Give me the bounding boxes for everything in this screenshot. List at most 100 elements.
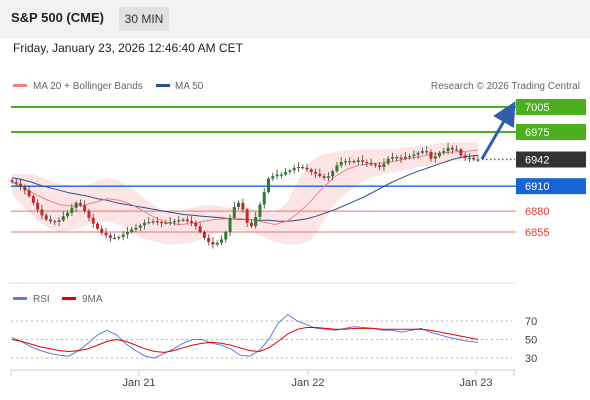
resistance-tag: [516, 99, 586, 115]
candle-body: [459, 149, 463, 156]
candle-body: [57, 220, 61, 222]
candle-body: [113, 237, 117, 240]
x-tick-label: Jan 22: [291, 377, 324, 389]
candle-body: [254, 217, 258, 227]
candle-body: [91, 217, 95, 224]
candle-body: [143, 222, 147, 226]
candle-body: [245, 209, 249, 223]
candle-body: [211, 242, 215, 245]
candle-body: [138, 225, 142, 228]
candle-body: [463, 155, 467, 158]
research-credit: Research © 2026 Trading Central: [431, 81, 580, 92]
rsi-panel: 70 50 30: [11, 313, 537, 365]
candle-body: [147, 222, 151, 224]
instrument-title: S&P 500 (CME): [11, 10, 104, 25]
ma50-legend-label: MA 50: [175, 81, 204, 92]
candle-body: [284, 172, 288, 175]
candle-body: [326, 176, 330, 178]
candle-body: [215, 242, 219, 245]
candle-body: [361, 160, 365, 162]
candle-body: [309, 169, 313, 172]
candle-body: [416, 152, 420, 155]
candle-body: [442, 151, 446, 153]
ma50-legend-swatch: [156, 84, 170, 87]
candle-body: [177, 220, 181, 222]
candle-body: [331, 171, 335, 177]
support-label: 6880: [525, 206, 549, 218]
candle-body: [237, 202, 241, 207]
candle-body: [314, 172, 318, 174]
candle-body: [185, 219, 189, 222]
candle-body: [78, 202, 82, 206]
candle-body: [335, 165, 339, 172]
resistance-label: 6975: [525, 127, 549, 139]
candle-body: [27, 190, 31, 197]
candle-body: [23, 187, 27, 191]
candle-body: [134, 227, 138, 230]
candle-body: [70, 207, 74, 213]
candle-body: [399, 157, 403, 160]
candle-body: [386, 158, 390, 164]
candle-body: [241, 202, 245, 210]
candle-body: [207, 237, 211, 242]
ma20-legend-label: MA 20 + Bollinger Bands: [33, 81, 143, 92]
candle-body: [160, 222, 164, 224]
ma20-legend-swatch: [13, 84, 27, 87]
candle-body: [164, 222, 168, 225]
chart-header: S&P 500 (CME) 30 MIN: [0, 0, 590, 38]
candle-body: [292, 167, 296, 171]
candle-body: [467, 157, 471, 160]
x-axis-ticks: Jan 21 Jan 22 Jan 23: [10, 370, 515, 389]
interval-button[interactable]: 30 MIN: [119, 7, 169, 31]
candlesticks: [10, 142, 480, 249]
resistance-label: 7005: [525, 102, 549, 114]
candle-body: [172, 221, 176, 223]
candle-body: [438, 152, 442, 157]
pivot-tag: [516, 178, 586, 195]
candle-body: [117, 237, 121, 239]
ma20-line: [11, 149, 479, 226]
candle-body: [288, 170, 292, 172]
candle-body: [369, 162, 373, 165]
candle-body: [121, 234, 125, 237]
candle-body: [305, 167, 309, 170]
candle-body: [181, 219, 185, 221]
rsi-line: [11, 313, 479, 359]
resistance-tag: [516, 124, 586, 140]
candle-body: [125, 232, 129, 235]
candle-body: [168, 222, 172, 224]
bollinger-area: [12, 142, 478, 245]
candle-body: [104, 232, 108, 236]
candle-body: [382, 163, 386, 167]
pivot-label: 6910: [525, 181, 549, 193]
candle-body: [258, 204, 262, 217]
candle-body: [31, 196, 35, 203]
rsi-ma-legend-label: 9MA: [82, 294, 103, 305]
candle-body: [83, 205, 87, 212]
candle-body: [194, 222, 198, 227]
candle-body: [202, 232, 206, 238]
candle-body: [19, 183, 23, 187]
x-tick-label: Jan 23: [459, 377, 492, 389]
candle-body: [74, 202, 78, 208]
candle-body: [108, 235, 112, 238]
candle-body: [339, 162, 343, 166]
x-tick-label: Jan 21: [122, 377, 155, 389]
level-lines: [11, 106, 516, 233]
rsi-tick-label: 50: [525, 335, 537, 347]
candle-body: [61, 216, 65, 221]
candle-body: [318, 173, 322, 177]
candle-body: [224, 232, 228, 240]
candle-body: [44, 215, 48, 220]
candle-body: [232, 207, 236, 218]
candle-body: [378, 165, 382, 167]
candle-body: [262, 192, 266, 205]
candle-body: [433, 156, 437, 159]
candle-body: [53, 221, 57, 223]
candle-body: [450, 147, 454, 150]
candle-body: [390, 157, 394, 159]
candle-body: [275, 174, 279, 177]
rsi-tick-label: 70: [525, 316, 537, 328]
candle-body: [408, 156, 412, 158]
candle-body: [356, 160, 360, 162]
